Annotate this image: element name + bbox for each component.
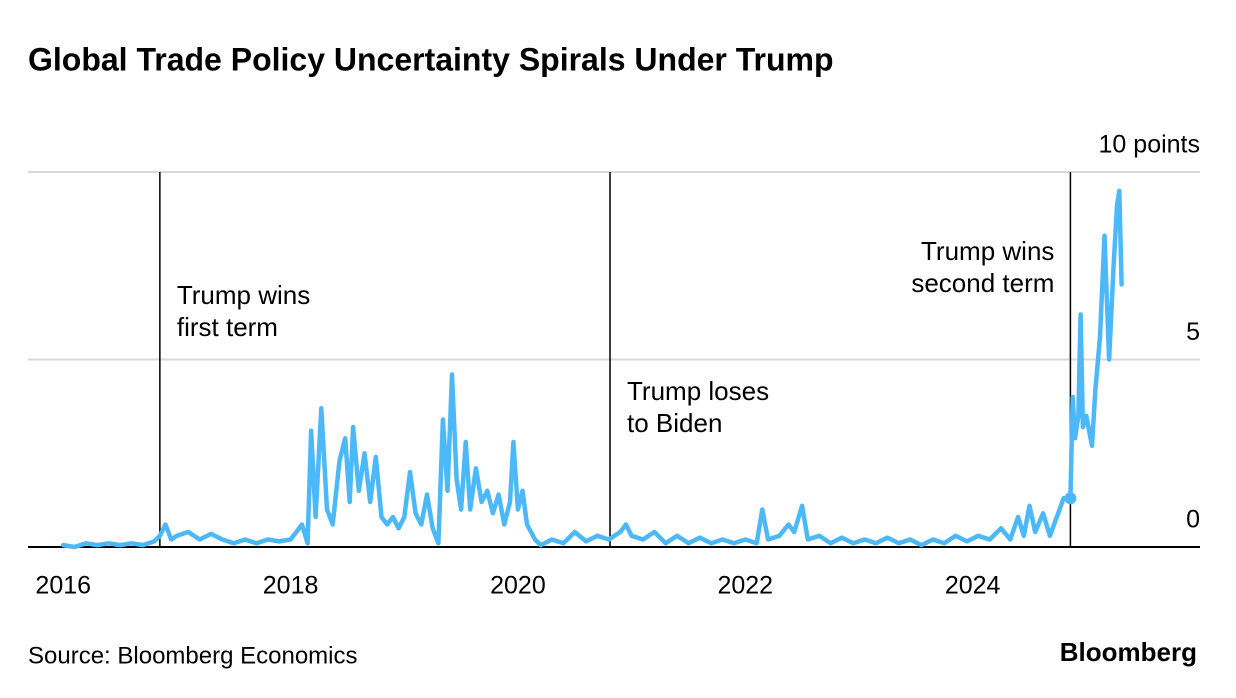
- x-tick-label: 2018: [263, 572, 319, 600]
- annotation-text: Trump loses: [627, 376, 769, 406]
- annotation-text: second term: [911, 268, 1054, 298]
- y-tick-label: 5: [1186, 318, 1200, 346]
- y-tick-label: 10 points: [1099, 131, 1200, 159]
- plot-area: 0 5 10 points 2016 2018 2020 2022 2024 Trump win…: [28, 131, 1200, 600]
- annotation-text: first term: [177, 312, 278, 342]
- source-note: Source: Bloomberg Economics: [28, 642, 357, 669]
- event-point: [1064, 492, 1077, 505]
- x-tick-label: 2016: [35, 572, 91, 600]
- x-tick-label: 2022: [717, 572, 773, 600]
- x-tick-label: 2024: [945, 572, 1001, 600]
- data-line: [60, 188, 1124, 550]
- y-tick-label: 0: [1186, 506, 1200, 534]
- annotation-text: Trump wins: [177, 280, 310, 310]
- chart-title: Global Trade Policy Uncertainty Spirals …: [28, 41, 834, 77]
- annotation-text: Trump wins: [921, 236, 1054, 266]
- x-tick-label: 2020: [490, 572, 546, 600]
- annotation-text: to Biden: [627, 408, 722, 438]
- brand-logo: Bloomberg: [1060, 637, 1197, 667]
